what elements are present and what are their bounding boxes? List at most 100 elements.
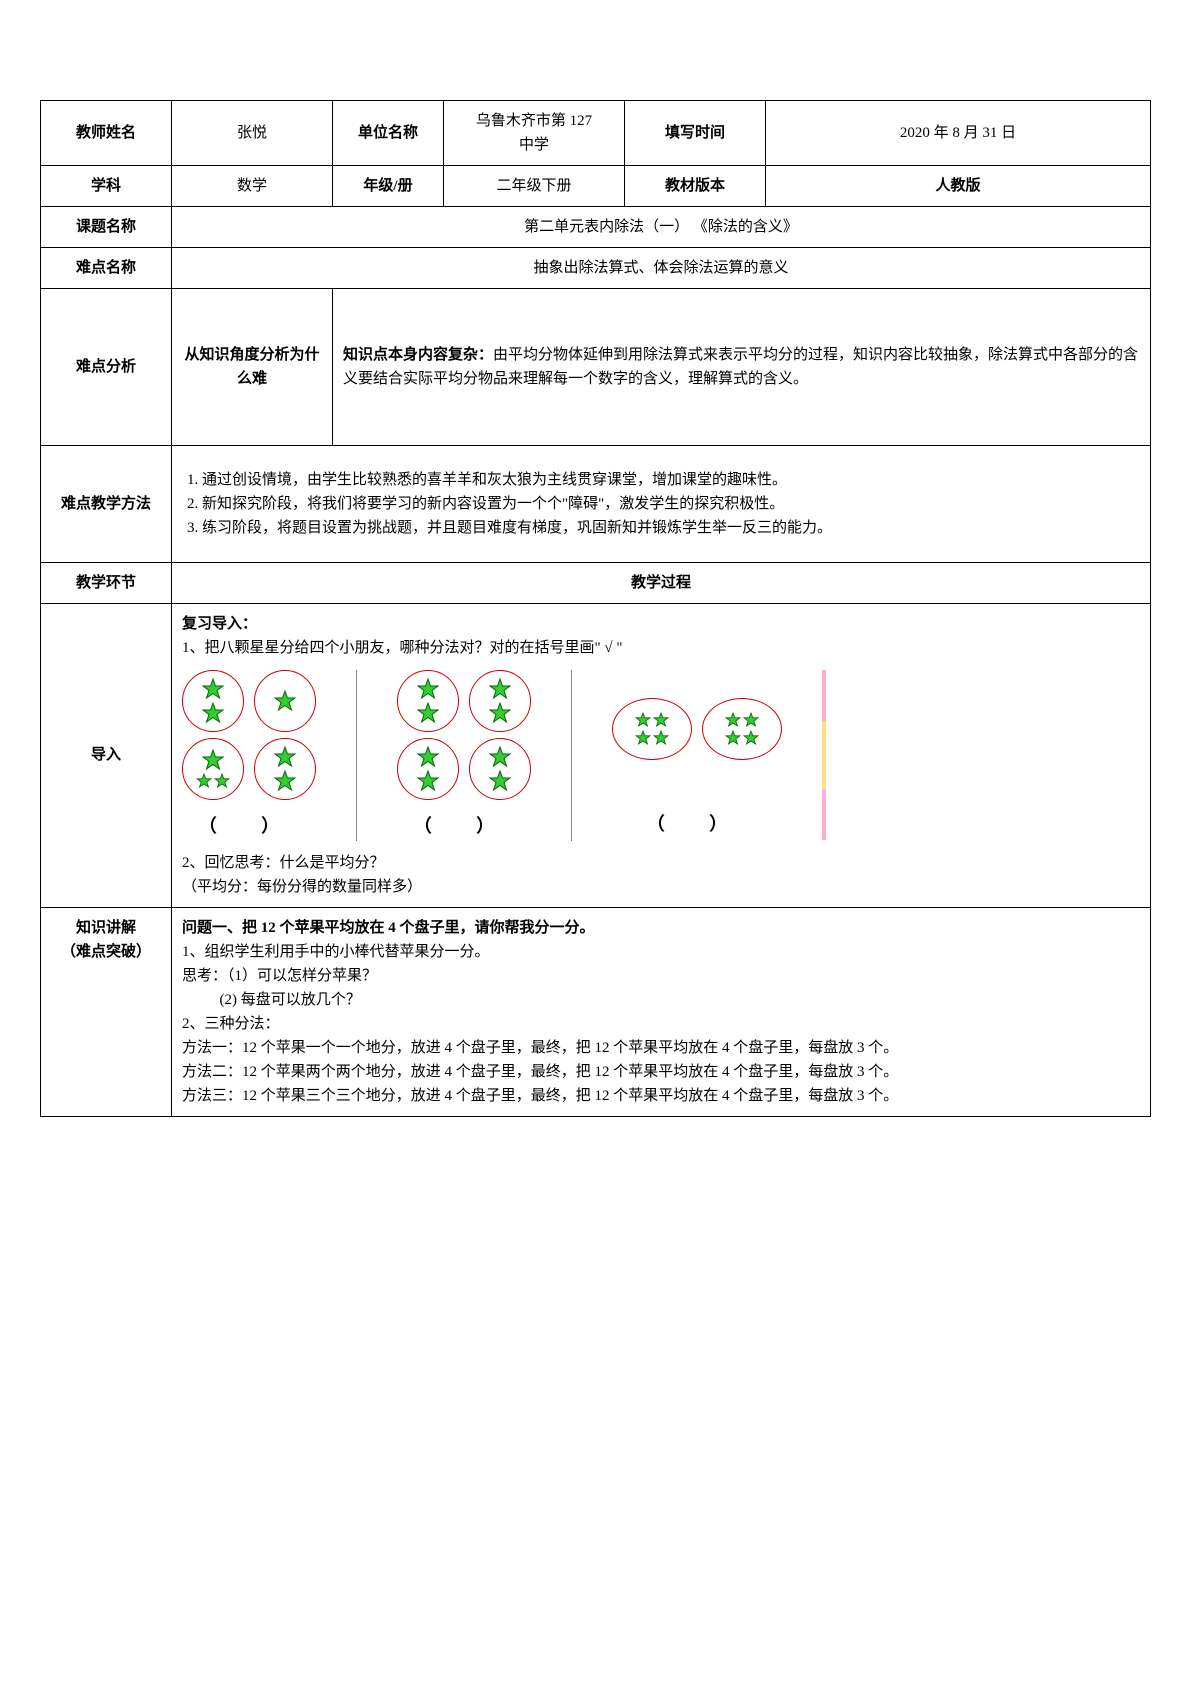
analysis-bold-text: 知识点本身内容复杂： bbox=[343, 347, 493, 363]
process-label: 教学环节 bbox=[41, 563, 172, 604]
grade-value: 二年级下册 bbox=[444, 166, 625, 207]
intro-q1: 1、把八颗星星分给四个小朋友，哪种分法对？对的在括号里画" √ " bbox=[182, 636, 1140, 660]
star-groups-container: （ ） bbox=[182, 670, 1140, 841]
star-group-2: （ ） bbox=[397, 670, 531, 841]
star-icon bbox=[202, 749, 224, 771]
group-divider-1 bbox=[356, 670, 357, 841]
method-item-1: 通过创设情境，由学生比较熟悉的喜羊羊和灰太狼为主线贯穿课堂，增加课堂的趣味性。 bbox=[202, 468, 1140, 492]
explain-p4: 2、三种分法： bbox=[182, 1012, 1140, 1036]
fill-time-label: 填写时间 bbox=[625, 101, 766, 166]
star-icon bbox=[489, 702, 511, 724]
teacher-name-label: 教师姓名 bbox=[41, 101, 172, 166]
analysis-label: 难点分析 bbox=[41, 289, 172, 446]
explain-label-l1: 知识讲解 bbox=[51, 916, 161, 940]
circle-1c bbox=[182, 738, 244, 800]
star-icon bbox=[274, 746, 296, 768]
process-header-row: 教学环节 教学过程 bbox=[41, 563, 1151, 604]
method-item-3: 练习阶段，将题目设置为挑战题，并且题目难度有梯度，巩固新知并锻炼学生举一反三的能… bbox=[202, 516, 1140, 540]
explain-p3: (2) 每盘可以放几个？ bbox=[182, 988, 1140, 1012]
topic-row: 课题名称 第二单元表内除法（一） 《除法的含义》 bbox=[41, 207, 1151, 248]
circle-2b bbox=[469, 670, 531, 732]
difficulty-name-label: 难点名称 bbox=[41, 248, 172, 289]
subject-value: 数学 bbox=[172, 166, 333, 207]
star-icon bbox=[653, 730, 669, 746]
process-value: 教学过程 bbox=[172, 563, 1151, 604]
explain-label-l2: （难点突破） bbox=[51, 940, 161, 964]
explain-label: 知识讲解 （难点突破） bbox=[41, 907, 172, 1116]
textbook-value: 人教版 bbox=[766, 166, 1151, 207]
fill-time-value: 2020 年 8 月 31 日 bbox=[766, 101, 1151, 166]
circle-2a bbox=[397, 670, 459, 732]
difficulty-name-value: 抽象出除法算式、体会除法运算的意义 bbox=[172, 248, 1151, 289]
teacher-name-value: 张悦 bbox=[172, 101, 333, 166]
explain-p1: 1、组织学生利用手中的小棒代替苹果分一分。 bbox=[182, 940, 1140, 964]
explain-content: 问题一、把 12 个苹果平均放在 4 个盘子里，请你帮我分一分。 1、组织学生利… bbox=[172, 907, 1151, 1116]
explain-p2: 思考：（1）可以怎样分苹果？ bbox=[182, 964, 1140, 988]
star-icon bbox=[196, 773, 212, 789]
analysis-sub-label: 从知识角度分析为什么难 bbox=[172, 289, 333, 446]
circle-3a bbox=[612, 698, 692, 760]
methods-label: 难点教学方法 bbox=[41, 446, 172, 563]
star-icon bbox=[635, 712, 651, 728]
analysis-row: 难点分析 从知识角度分析为什么难 知识点本身内容复杂：由平均分物体延伸到用除法算… bbox=[41, 289, 1151, 446]
star-icon bbox=[489, 678, 511, 700]
textbook-label: 教材版本 bbox=[625, 166, 766, 207]
method-item-2: 新知探究阶段，将我们将要学习的新内容设置为一个个"障碍"，激发学生的探究积极性。 bbox=[202, 492, 1140, 516]
star-icon bbox=[489, 770, 511, 792]
unit-name-label: 单位名称 bbox=[333, 101, 444, 166]
paren-1: （ ） bbox=[199, 812, 300, 841]
star-icon bbox=[417, 678, 439, 700]
intro-q2a: 2、回忆思考：什么是平均分？ bbox=[182, 851, 1140, 875]
methods-content: 通过创设情境，由学生比较熟悉的喜羊羊和灰太狼为主线贯穿课堂，增加课堂的趣味性。 … bbox=[172, 446, 1151, 563]
intro-title: 复习导入： bbox=[182, 612, 1140, 636]
grade-label: 年级/册 bbox=[333, 166, 444, 207]
circle-1d bbox=[254, 738, 316, 800]
star-icon bbox=[743, 730, 759, 746]
explain-row: 知识讲解 （难点突破） 问题一、把 12 个苹果平均放在 4 个盘子里，请你帮我… bbox=[41, 907, 1151, 1116]
intro-row: 导入 复习导入： 1、把八颗星星分给四个小朋友，哪种分法对？对的在括号里画" √… bbox=[41, 604, 1151, 908]
header-row-1: 教师姓名 张悦 单位名称 乌鲁木齐市第 127 中学 填写时间 2020 年 8… bbox=[41, 101, 1151, 166]
star-icon bbox=[202, 678, 224, 700]
star-icon bbox=[274, 770, 296, 792]
explain-q-title: 问题一、把 12 个苹果平均放在 4 个盘子里，请你帮我分一分。 bbox=[182, 916, 1140, 940]
lesson-plan-page: 教师姓名 张悦 单位名称 乌鲁木齐市第 127 中学 填写时间 2020 年 8… bbox=[40, 100, 1151, 1117]
star-group-1: （ ） bbox=[182, 670, 316, 841]
intro-label: 导入 bbox=[41, 604, 172, 908]
difficulty-name-row: 难点名称 抽象出除法算式、体会除法运算的意义 bbox=[41, 248, 1151, 289]
star-icon bbox=[725, 712, 741, 728]
star-icon bbox=[417, 770, 439, 792]
header-row-2: 学科 数学 年级/册 二年级下册 教材版本 人教版 bbox=[41, 166, 1151, 207]
analysis-text-cell: 知识点本身内容复杂：由平均分物体延伸到用除法算式来表示平均分的过程，知识内容比较… bbox=[333, 289, 1151, 446]
star-group-3: （ ） bbox=[612, 670, 782, 841]
star-icon bbox=[653, 712, 669, 728]
explain-m2: 方法二：12 个苹果两个两个地分，放进 4 个盘子里，最终，把 12 个苹果平均… bbox=[182, 1060, 1140, 1084]
subject-label: 学科 bbox=[41, 166, 172, 207]
star-icon bbox=[725, 730, 741, 746]
intro-q2b: （平均分：每份分得的数量同样多） bbox=[182, 875, 1140, 899]
star-icon bbox=[417, 746, 439, 768]
explain-m1: 方法一：12 个苹果一个一个地分，放进 4 个盘子里，最终，把 12 个苹果平均… bbox=[182, 1036, 1140, 1060]
star-icon bbox=[489, 746, 511, 768]
unit-name-value: 乌鲁木齐市第 127 中学 bbox=[444, 101, 625, 166]
lesson-plan-table: 教师姓名 张悦 单位名称 乌鲁木齐市第 127 中学 填写时间 2020 年 8… bbox=[40, 100, 1151, 1117]
star-icon bbox=[635, 730, 651, 746]
circle-2d bbox=[469, 738, 531, 800]
circle-1b bbox=[254, 670, 316, 732]
topic-value: 第二单元表内除法（一） 《除法的含义》 bbox=[172, 207, 1151, 248]
color-bar-icon bbox=[822, 670, 826, 840]
star-icon bbox=[202, 702, 224, 724]
paren-2: （ ） bbox=[414, 812, 515, 841]
star-icon bbox=[274, 690, 296, 712]
circle-2c bbox=[397, 738, 459, 800]
intro-content: 复习导入： 1、把八颗星星分给四个小朋友，哪种分法对？对的在括号里画" √ " bbox=[172, 604, 1151, 908]
star-icon bbox=[417, 702, 439, 724]
topic-label: 课题名称 bbox=[41, 207, 172, 248]
circle-3b bbox=[702, 698, 782, 760]
explain-m3: 方法三：12 个苹果三个三个地分，放进 4 个盘子里，最终，把 12 个苹果平均… bbox=[182, 1084, 1140, 1108]
star-icon bbox=[214, 773, 230, 789]
star-icon bbox=[743, 712, 759, 728]
group-divider-2 bbox=[571, 670, 572, 841]
circle-1a bbox=[182, 670, 244, 732]
paren-3: （ ） bbox=[647, 810, 748, 839]
methods-row: 难点教学方法 通过创设情境，由学生比较熟悉的喜羊羊和灰太狼为主线贯穿课堂，增加课… bbox=[41, 446, 1151, 563]
